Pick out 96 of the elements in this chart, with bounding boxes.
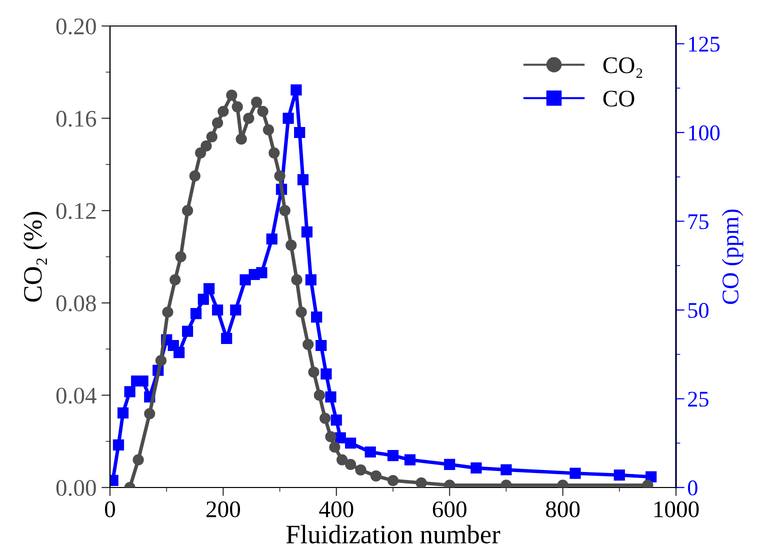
point	[311, 312, 322, 323]
point	[296, 306, 307, 318]
point	[364, 446, 376, 458]
y2-tick-label: 50	[688, 302, 708, 318]
point	[266, 233, 278, 245]
y-tick-label: 0.20	[56, 18, 96, 35]
point	[112, 439, 124, 450]
point	[291, 274, 302, 286]
point	[302, 338, 314, 350]
point	[294, 126, 306, 138]
y2-tick-label: 100	[689, 125, 720, 140]
point	[320, 412, 331, 424]
point	[286, 240, 297, 251]
legend-label: CO	[603, 90, 634, 107]
y-tick-label: 0.04	[56, 388, 96, 404]
point	[226, 90, 238, 101]
y-tick-label: 0.16	[56, 110, 96, 127]
point	[282, 112, 294, 124]
point	[325, 431, 336, 442]
point	[236, 134, 247, 145]
point	[221, 332, 232, 344]
point	[155, 355, 166, 366]
x-tick-label: 400	[319, 501, 354, 518]
point	[290, 84, 302, 96]
point	[308, 366, 320, 378]
x-tick-label: 600	[432, 501, 466, 518]
y2-tick-label: 0	[688, 480, 698, 496]
point	[320, 368, 332, 380]
point	[182, 205, 194, 216]
point	[173, 347, 185, 358]
point	[387, 475, 399, 486]
point	[355, 464, 366, 476]
y2-axis-title: CO (ppm)	[722, 210, 744, 304]
y-axis-title: CO₂ (%)	[23, 212, 48, 302]
point	[330, 414, 342, 426]
point	[268, 147, 280, 158]
point	[329, 442, 340, 453]
point	[170, 274, 181, 286]
y-tick-label: 0.08	[56, 295, 96, 312]
point	[190, 308, 202, 320]
y2-tick-label: 25	[688, 392, 708, 407]
point	[162, 306, 174, 318]
point	[132, 454, 144, 466]
x-tick-label: 0	[104, 501, 116, 518]
point	[325, 391, 336, 403]
point	[301, 226, 313, 238]
point	[256, 267, 268, 278]
point	[370, 470, 382, 482]
point	[200, 140, 212, 152]
point	[189, 170, 200, 182]
x-tick-label: 200	[206, 501, 240, 518]
point	[470, 462, 482, 474]
x-axis-title: Fluidization number	[286, 524, 500, 544]
point	[344, 458, 356, 470]
point	[500, 464, 512, 476]
point	[144, 408, 156, 420]
point	[570, 468, 581, 479]
point	[314, 390, 325, 401]
point	[305, 274, 316, 286]
point	[124, 386, 136, 398]
point	[212, 117, 224, 128]
point	[387, 450, 399, 462]
point	[344, 438, 356, 449]
y2-tick-label: 75	[688, 214, 708, 230]
legend-label: CO₂	[603, 57, 642, 78]
point	[274, 170, 286, 182]
y2-tick-label: 125	[689, 36, 720, 52]
point	[182, 326, 194, 337]
y-tick-label: 0.00	[56, 480, 96, 496]
y-tick-label: 0.12	[56, 203, 96, 220]
point	[262, 124, 274, 136]
point	[334, 432, 346, 444]
x-tick-label: 800	[546, 501, 580, 518]
point	[404, 454, 416, 466]
point	[444, 458, 456, 470]
point	[218, 106, 229, 117]
point	[232, 101, 243, 112]
point	[243, 112, 254, 124]
point	[212, 304, 224, 316]
point	[614, 470, 625, 481]
point	[175, 251, 186, 262]
point	[416, 477, 427, 488]
point	[336, 454, 348, 466]
point	[240, 274, 251, 286]
point	[251, 96, 262, 108]
point	[257, 106, 268, 117]
point	[195, 147, 206, 158]
point	[198, 294, 209, 305]
x-tick-label: 1000	[654, 501, 699, 518]
point	[203, 283, 215, 294]
point	[230, 304, 242, 316]
point	[117, 407, 129, 419]
point	[206, 131, 218, 142]
point	[316, 340, 327, 352]
point	[279, 205, 290, 216]
point	[297, 174, 309, 186]
